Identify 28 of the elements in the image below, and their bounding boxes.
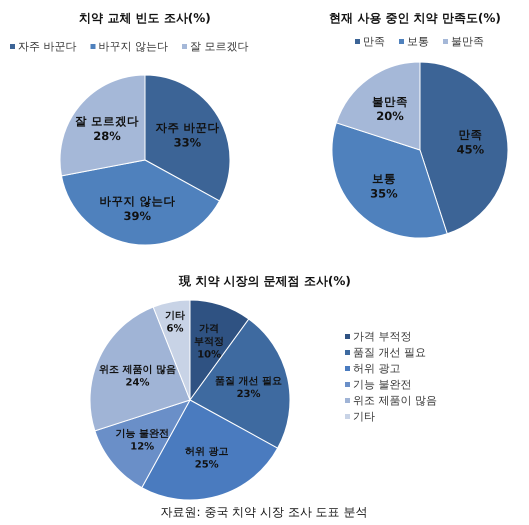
slice-label: 보통 35% [370,172,398,201]
slice-label: 불만족 20% [372,94,408,124]
legend-label: 만족 [363,35,385,48]
legend-label: 바꾸지 않는다 [98,40,168,53]
slice-label: 위조 제품이 많음 24% [99,364,176,388]
slice-label: 허위 광고 25% [185,446,228,471]
chart-title: 현재 사용 중인 치약 만족도(%) [329,11,501,25]
chart-title: 치약 교체 빈도 조사(%) [79,11,211,25]
legend-label: 기능 불완전 [353,378,412,391]
legend-label: 위조 제품이 많음 [353,394,437,407]
slice-label: 만족 45% [456,128,484,157]
text: 자료원: 중국 치약 시장 조사 도표 분석 [160,505,368,519]
legend-label: 허위 광고 [353,362,400,375]
slice-label: 기능 불완전 12% [115,428,169,453]
slice-label: 바꾸지 않는다 39% [99,194,176,224]
slice-label: 품질 개선 필요 23% [215,376,282,400]
legend-label: 불만족 [451,35,484,48]
legend-label: 자주 바꾼다 [18,40,76,53]
slice-label: 잘 모르겠다 28% [75,114,140,144]
legend-label: 품질 개선 필요 [353,346,426,359]
chart-title: 現 치약 시장의 문제점 조사(%) [178,274,351,288]
slice-label: 기타 6% [165,310,185,334]
slice-label: 자주 바꾼다 33% [155,120,220,150]
legend-label: 기타 [353,410,375,423]
legend-label: 잘 모르겠다 [190,40,248,53]
slice-label: 가격 부적정 10% [194,324,224,361]
legend-label: 보통 [407,35,429,48]
legend-label: 가격 부적정 [353,330,412,343]
